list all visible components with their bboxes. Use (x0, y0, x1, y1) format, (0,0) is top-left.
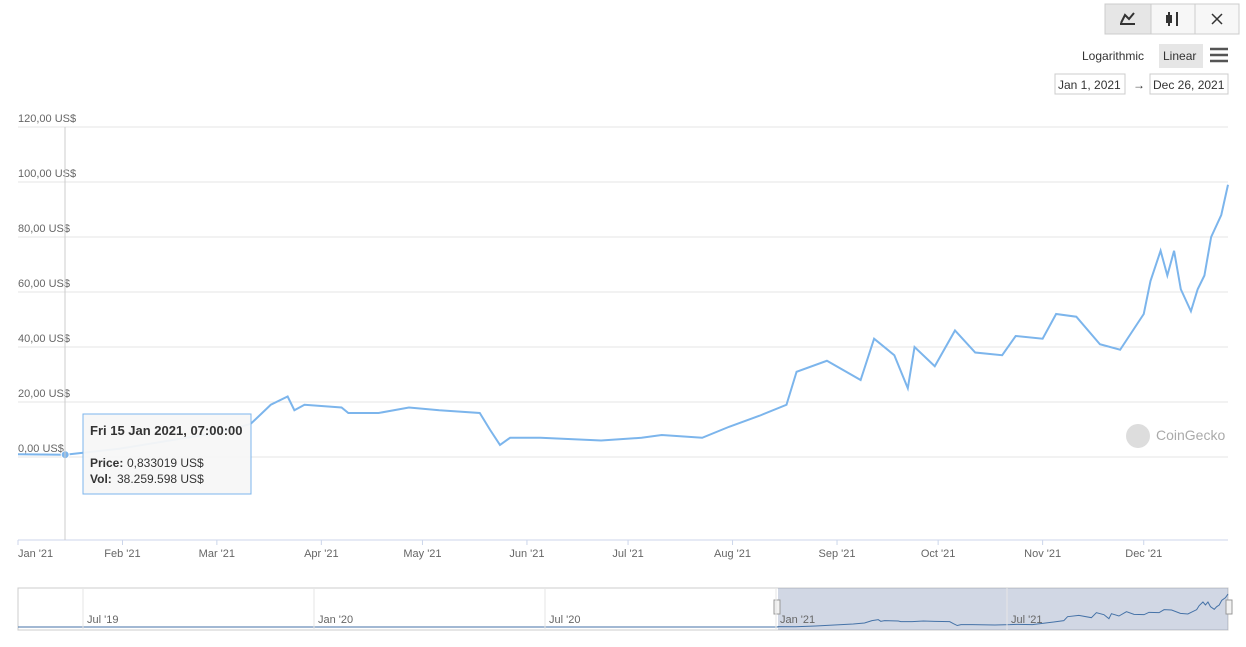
menu-button[interactable] (1210, 47, 1228, 63)
date-from-box[interactable] (1054, 73, 1126, 95)
tooltip-vol-label: Vol: (90, 472, 112, 486)
y-tick-label: 80,00 US$ (18, 223, 70, 235)
tooltip: Fri 15 Jan 2021, 07:00:00 Price: 0,83301… (82, 413, 252, 495)
linear-button[interactable]: Linear (1163, 49, 1196, 63)
log-button[interactable]: Logarithmic (1082, 49, 1144, 63)
y-tick-label: 120,00 US$ (18, 113, 76, 125)
linear-button-bg[interactable] (1159, 44, 1203, 68)
expand-icon (1211, 13, 1223, 25)
y-tick-label: 100,00 US$ (18, 168, 76, 180)
navigator-handle[interactable] (1225, 599, 1233, 615)
x-tick-label: Feb '21 (104, 548, 140, 560)
x-tick-label: Dec '21 (1125, 548, 1162, 560)
date-from[interactable]: Jan 1, 2021 (1058, 78, 1121, 92)
x-tick-label: Nov '21 (1024, 548, 1061, 560)
tooltip-title: Fri 15 Jan 2021, 07:00:00 (90, 423, 243, 438)
x-tick-label: Jan '21 (18, 548, 53, 560)
tooltip-price: 0,833019 US$ (127, 456, 204, 470)
tooltip-box (82, 413, 252, 495)
line-icon (1120, 12, 1135, 25)
watermark-logo (1126, 424, 1150, 448)
x-tick-label: May '21 (403, 548, 441, 560)
navigator-line (18, 593, 1229, 628)
candle-chart-button[interactable] (1150, 3, 1196, 35)
x-tick-label: Apr '21 (304, 548, 339, 560)
navigator: Jul '19 Jan '20 Jul '20 Jan '21 Jul '21 (17, 587, 1233, 631)
tooltip-vol: 38.259.598 US$ (117, 472, 204, 486)
y-tick-label: 40,00 US$ (18, 333, 70, 345)
price-line (17, 184, 1229, 456)
grid: 0,00 US$ 20,00 US$ 40,00 US$ 60,00 US$ 80,00… (17, 113, 1228, 560)
date-to-box[interactable] (1149, 73, 1229, 95)
x-tick-label: Mar '21 (199, 548, 235, 560)
navigator-label: Jul '21 (1011, 614, 1042, 626)
x-tick-label: Jun '21 (509, 548, 544, 560)
toolbar: Logarithmic Linear Jan 1, 2021 → Dec 26,… (1054, 3, 1240, 95)
watermark: CoinGecko (1156, 427, 1225, 443)
tooltip-price-label: Price: (90, 456, 123, 470)
navigator-label: Jan '21 (780, 614, 815, 626)
range-arrow: → (1133, 78, 1145, 92)
navigator-handle[interactable] (773, 599, 781, 615)
y-tick-label: 0,00 US$ (18, 443, 64, 455)
candle-icon-body (1166, 15, 1172, 23)
y-tick-label: 60,00 US$ (18, 278, 70, 290)
date-to[interactable]: Dec 26, 2021 (1153, 78, 1225, 92)
navigator-frame (17, 587, 1229, 631)
y-tick-label: 20,00 US$ (18, 388, 70, 400)
navigator-label: Jan '20 (318, 614, 353, 626)
x-tick-label: Jul '21 (612, 548, 643, 560)
navigator-label: Jul '19 (87, 614, 118, 626)
x-tick-label: Oct '21 (921, 548, 956, 560)
x-tick-label: Sep '21 (819, 548, 856, 560)
x-tick-label: Aug '21 (714, 548, 751, 560)
navigator-label: Jul '20 (549, 614, 580, 626)
navigator-mask[interactable] (778, 588, 1228, 630)
